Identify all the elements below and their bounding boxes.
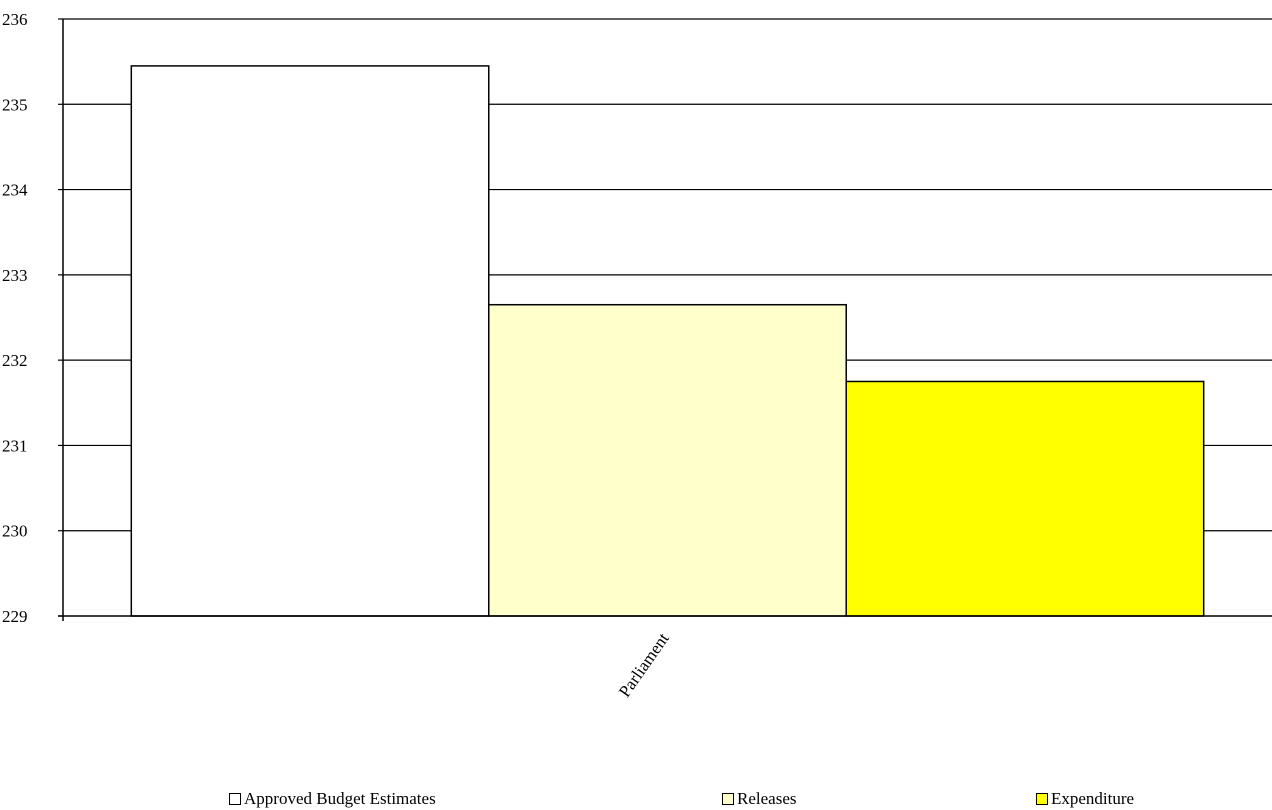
y-tick-label: 231 — [2, 436, 28, 455]
y-tick-labels: 229 230 231 232 233 234 235 236 — [2, 10, 28, 626]
legend-label-releases: Releases — [737, 789, 797, 808]
legend-swatch-expenditure — [1036, 793, 1048, 805]
category-labels: Parliament — [615, 629, 673, 700]
legend-item-expenditure: Expenditure — [1036, 788, 1134, 810]
legend-swatch-releases — [722, 793, 734, 805]
axes — [58, 18, 1272, 621]
y-tick-label: 236 — [2, 10, 28, 29]
bars — [130, 65, 1205, 617]
category-label: Parliament — [615, 629, 673, 700]
y-tick-label: 233 — [2, 266, 28, 285]
y-tick-label: 234 — [2, 181, 28, 200]
legend-label-approved: Approved Budget Estimates — [244, 789, 436, 808]
legend-label-expenditure: Expenditure — [1051, 789, 1135, 808]
bar-approved-budget-estimates — [130, 65, 490, 617]
y-tick-label: 232 — [2, 351, 28, 370]
legend-item-approved-budget-estimates: Approved Budget Estimates — [229, 788, 436, 810]
legend-swatch-approved — [229, 793, 241, 805]
y-tick-label: 235 — [2, 95, 28, 114]
bar-expenditure — [845, 380, 1205, 617]
legend-item-releases: Releases — [722, 788, 796, 810]
bar-releases — [488, 303, 847, 617]
y-tick-label: 230 — [2, 522, 28, 541]
y-tick-label: 229 — [2, 607, 28, 626]
